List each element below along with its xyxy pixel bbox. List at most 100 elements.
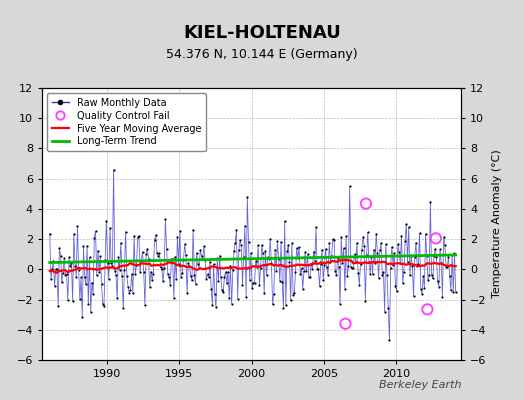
Point [273, 238, 281, 244]
Point [161, 216, 170, 222]
Point [126, 287, 135, 293]
Point [412, 240, 420, 246]
Point [106, 224, 114, 231]
Point [369, 246, 378, 253]
Point [78, 314, 86, 320]
Text: KIEL-HOLTENAU: KIEL-HOLTENAU [183, 24, 341, 42]
Point [295, 244, 303, 251]
Point [313, 266, 321, 272]
Point [279, 305, 288, 312]
Point [247, 250, 255, 256]
Point [118, 272, 126, 279]
Point [158, 266, 166, 272]
Point [124, 284, 132, 290]
Point [339, 260, 347, 267]
Point [222, 268, 230, 275]
Point [192, 250, 201, 256]
Point [324, 272, 332, 278]
Point [430, 252, 438, 259]
Point [449, 289, 457, 295]
Point [252, 258, 260, 264]
Point [296, 271, 304, 277]
Point [249, 280, 257, 286]
Point [381, 241, 390, 247]
Point [122, 229, 130, 235]
Point [265, 256, 273, 262]
Point [253, 264, 261, 270]
Point [211, 291, 219, 298]
Point [272, 267, 280, 274]
Point [399, 280, 407, 286]
Point [448, 252, 456, 258]
Point [59, 270, 67, 276]
Point [110, 166, 118, 173]
Point [258, 242, 266, 248]
Point [183, 290, 191, 296]
Point [147, 268, 155, 275]
Point [112, 272, 120, 278]
Point [325, 240, 333, 247]
Point [81, 274, 89, 281]
Point [143, 245, 151, 252]
Point [309, 249, 318, 255]
Point [105, 276, 113, 282]
Point [389, 262, 397, 268]
Point [402, 220, 410, 227]
Point [220, 274, 228, 280]
Point [446, 287, 455, 294]
Point [289, 292, 297, 298]
Point [206, 259, 214, 265]
Point [353, 240, 361, 246]
Point [111, 268, 119, 274]
Point [154, 252, 162, 259]
Point [55, 244, 63, 251]
Point [129, 290, 137, 296]
Point [50, 283, 59, 289]
Point [218, 287, 226, 293]
Point [294, 255, 302, 262]
Point [179, 257, 188, 264]
Point [254, 242, 263, 248]
Point [85, 254, 94, 260]
Point [46, 230, 54, 237]
Point [308, 265, 316, 272]
Point [99, 301, 107, 308]
Point [434, 283, 443, 290]
Point [153, 250, 161, 256]
Point [356, 261, 365, 267]
Point [362, 200, 370, 207]
Point [408, 263, 417, 269]
Point [63, 296, 72, 303]
Point [100, 303, 108, 310]
Point [139, 268, 148, 275]
Point [48, 265, 57, 272]
Point [368, 271, 377, 277]
Point [364, 229, 372, 236]
Point [340, 245, 348, 252]
Point [200, 243, 208, 249]
Point [174, 260, 183, 267]
Point [401, 238, 409, 244]
Point [423, 306, 432, 312]
Point [190, 272, 199, 278]
Point [336, 301, 344, 307]
Point [333, 255, 342, 261]
Point [160, 265, 168, 272]
Point [316, 260, 325, 267]
Point [228, 267, 237, 273]
Point [142, 250, 150, 257]
Point [69, 298, 77, 304]
Point [242, 294, 250, 300]
Point [420, 284, 429, 291]
Point [244, 239, 253, 245]
Point [380, 308, 389, 315]
Point [442, 264, 450, 270]
Point [223, 280, 231, 287]
Point [101, 257, 110, 263]
Point [119, 305, 127, 312]
Point [148, 277, 156, 283]
Point [287, 297, 295, 304]
Point [79, 243, 88, 250]
Point [299, 286, 307, 292]
Point [173, 234, 182, 240]
